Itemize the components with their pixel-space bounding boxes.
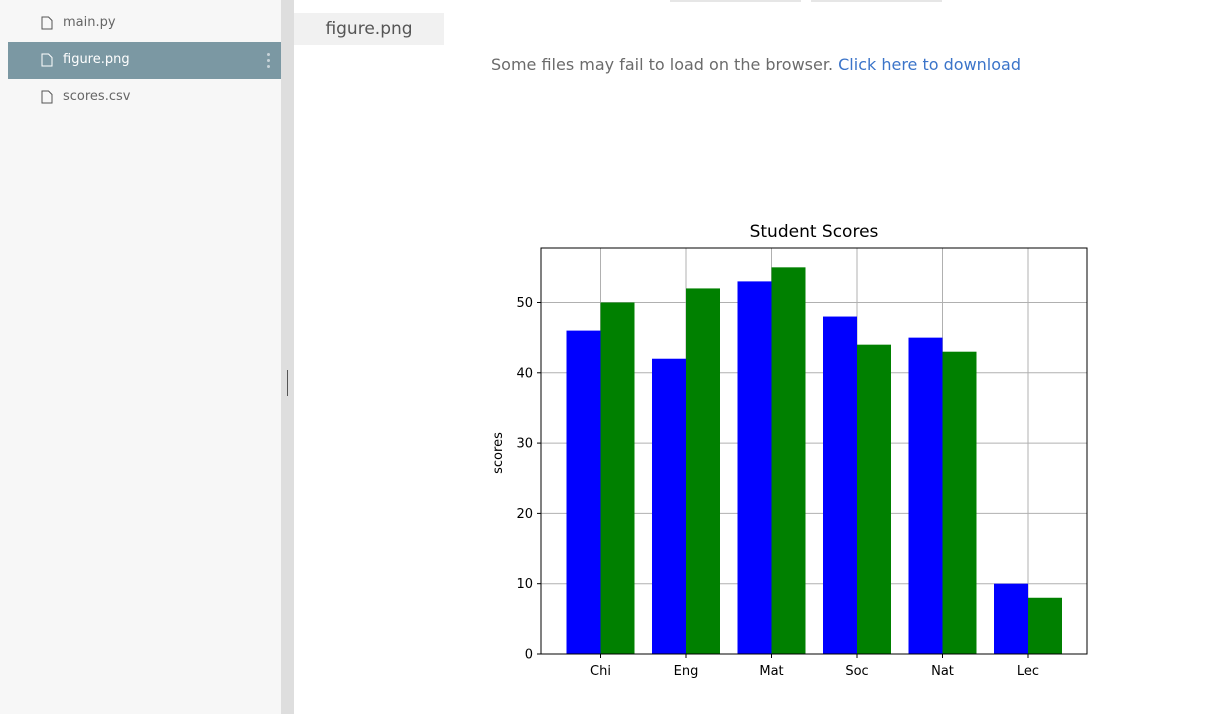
file-item-scores-csv[interactable]: scores.csv	[8, 79, 281, 116]
bar-soc-1	[823, 316, 857, 654]
plot-frame	[540, 247, 1088, 655]
tab-figure-png[interactable]: figure.png	[294, 13, 444, 45]
bar-nat-1	[908, 337, 943, 654]
more-options-icon[interactable]	[263, 51, 273, 71]
file-icon	[41, 53, 53, 67]
y-tick-label: 0	[525, 648, 533, 663]
file-icon	[41, 90, 53, 104]
y-tick-label: 40	[516, 366, 533, 381]
notice-text: Some files may fail to load on the brows…	[491, 55, 839, 74]
bar-nat-2	[942, 351, 977, 654]
file-item-label: figure.png	[63, 52, 130, 67]
toolbar-button-stub[interactable]	[811, 0, 942, 2]
load-notice: Some files may fail to load on the brows…	[294, 55, 1218, 74]
y-tick-label: 10	[516, 577, 533, 592]
file-item-main-py[interactable]: main.py	[8, 5, 281, 42]
x-tick-label: Nat	[931, 664, 954, 679]
toolbar-button-stub[interactable]	[670, 0, 801, 2]
bar-lec-2	[1028, 597, 1062, 654]
bar-chart: Student Scores scores Chi Eng Mat Soc Nat Lec…	[491, 222, 1088, 679]
x-tick-label: Mat	[759, 664, 783, 679]
y-tick-label: 50	[516, 296, 533, 311]
x-tick-label: Lec	[1017, 664, 1039, 679]
x-tick-label: Eng	[674, 664, 699, 679]
bar-soc-2	[857, 344, 891, 654]
file-list-panel: main.py figure.png scores.csv	[8, 0, 281, 714]
bar-lec-1	[994, 583, 1028, 654]
panel-splitter[interactable]	[281, 0, 294, 714]
bar-mat-2	[771, 267, 806, 654]
chart-title: Student Scores	[750, 222, 879, 242]
x-tick-label: Soc	[845, 664, 868, 679]
bar-chi-1	[566, 330, 601, 654]
download-link[interactable]: Click here to download	[838, 55, 1021, 74]
chart-image: Student Scores scores Chi Eng Mat Soc Nat Lec…	[480, 215, 1110, 690]
splitter-handle[interactable]	[287, 370, 288, 396]
y-axis-label: scores	[491, 432, 506, 474]
file-item-label: main.py	[63, 15, 116, 30]
file-icon	[41, 16, 53, 30]
axis-layer: Chi Eng Mat Soc Nat Lec 0 10 20 30 40 50	[516, 296, 1039, 679]
file-sidebar: main.py figure.png scores.csv	[0, 0, 281, 714]
x-tick-label: Chi	[590, 664, 611, 679]
file-item-label: scores.csv	[63, 89, 131, 104]
bar-eng-2	[686, 288, 720, 654]
file-list: main.py figure.png scores.csv	[8, 5, 281, 116]
y-tick-label: 30	[516, 437, 533, 452]
bar-eng-1	[652, 358, 686, 654]
y-tick-label: 20	[516, 507, 533, 522]
bars-layer	[566, 267, 1062, 654]
bar-mat-1	[737, 281, 772, 654]
file-item-figure-png[interactable]: figure.png	[8, 42, 281, 79]
bar-chi-2	[600, 302, 635, 654]
